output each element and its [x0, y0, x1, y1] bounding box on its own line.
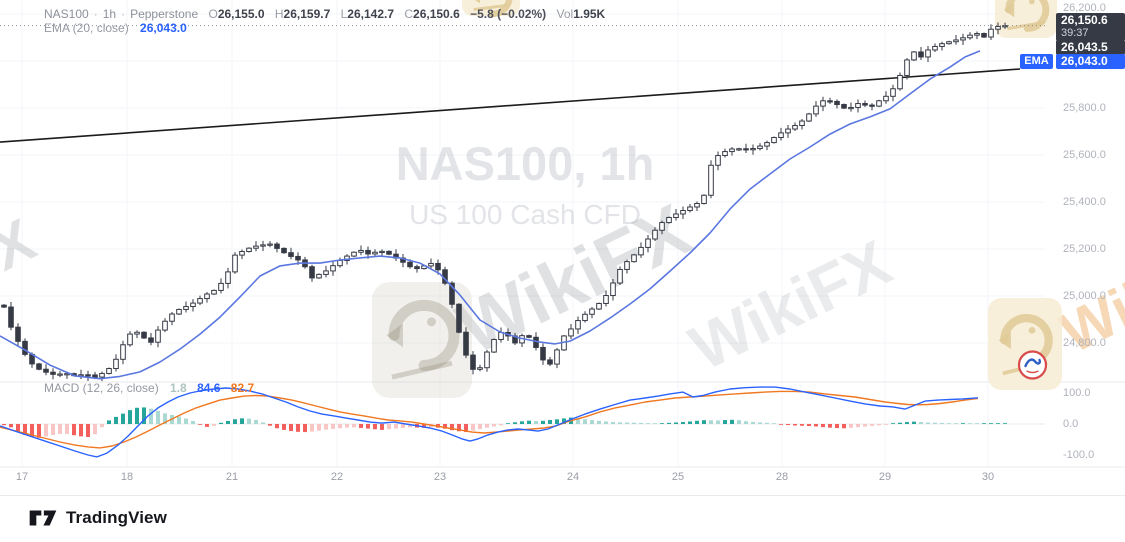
macd-signal-value: 82.7: [230, 381, 255, 395]
time-axis-label: 29: [878, 471, 892, 483]
price-axis-label: 25,000.0: [1063, 290, 1106, 302]
ema-price-badge: 26,043.0: [1056, 54, 1125, 69]
svg-text:NAS100, 1h: NAS100, 1h: [396, 137, 655, 190]
legend-separator: ·: [93, 7, 98, 21]
last-price-value: 26,150.6: [1061, 13, 1108, 27]
change-value: −5.8 (−0.02%): [470, 7, 547, 21]
time-axis-label: 21: [225, 471, 239, 483]
macd-legend-label: MACD (12, 26, close): [44, 381, 159, 395]
time-axis-label: 17: [15, 471, 29, 483]
tradingview-brand[interactable]: TradingView: [28, 507, 167, 529]
time-axis-label: 22: [330, 471, 344, 483]
legend-separator: ·: [121, 7, 126, 21]
price-axis-label: 24,800.0: [1063, 337, 1106, 349]
close-value: 26,150.6: [413, 7, 460, 21]
macd-axis-label: 100.0: [1063, 387, 1091, 399]
last-price-badge: 26,150.6 39:37: [1056, 13, 1125, 41]
ema-price-value: 26,043.0: [1061, 54, 1108, 68]
wikifx-text-left: WikiFX: [0, 206, 45, 354]
macd-signal-line: [0, 390, 979, 449]
wikifx-stamp-icon: [1017, 350, 1048, 380]
time-axis-label: 18: [120, 471, 134, 483]
wikifx-text-center-2: WikiFX: [679, 226, 902, 384]
macd-line: [0, 386, 979, 458]
time-axis-label: 24: [566, 471, 580, 483]
macd-axis-label: -100.0: [1063, 449, 1095, 461]
watermark-symbol: NAS100, 1h US 100 Cash CFD: [396, 137, 655, 230]
trendline-price-badge: 26,043.5: [1056, 40, 1125, 55]
bar-countdown: 39:37: [1061, 27, 1089, 39]
time-axis-label: 30: [981, 471, 995, 483]
symbol-name: NAS100: [44, 7, 89, 21]
volume-value: 1.95K: [573, 7, 606, 21]
price-axis-label: 25,800.0: [1063, 102, 1106, 114]
ema-line: [0, 50, 981, 380]
broker-name: Pepperstone: [130, 7, 199, 21]
price-axis-label: 25,400.0: [1063, 196, 1106, 208]
ema-legend-label: EMA (20, close): [44, 21, 129, 35]
time-axis-label: 28: [775, 471, 789, 483]
ema-badge-chip: EMA: [1020, 54, 1053, 69]
open-value: 26,155.0: [217, 7, 265, 21]
symbol-legend[interactable]: NAS100 · 1h · Pepperstone O26,155.0 H26,159.…: [44, 7, 605, 21]
trendline-price-value: 26,043.5: [1061, 40, 1108, 54]
brand-name: TradingView: [66, 508, 167, 527]
candles-series: [1, 22, 1008, 382]
grid: [0, 13, 1125, 468]
eagle-logo-center: [372, 282, 472, 398]
time-axis-label: 25: [671, 471, 685, 483]
low-value: 26,142.7: [347, 7, 395, 21]
ema-legend[interactable]: EMA (20, close) 26,043.0: [44, 21, 187, 35]
high-value: 26,159.7: [283, 7, 331, 21]
low-label: L: [340, 7, 348, 21]
macd-histogram-series: [2, 407, 1007, 438]
time-axis-label: 23: [433, 471, 447, 483]
price-axis-label: 26,200.0: [1063, 2, 1106, 14]
symbol-interval: 1h: [102, 7, 117, 21]
open-label: O: [208, 7, 218, 21]
price-axis-label: 25,200.0: [1063, 243, 1106, 255]
ema-legend-value: 26,043.0: [140, 21, 187, 35]
trendline: [0, 68, 1021, 143]
tradingview-logo-icon: [29, 510, 57, 526]
macd-legend[interactable]: MACD (12, 26, close) 1.8 84.6 82.7: [44, 381, 254, 395]
macd-axis-label: 0.0: [1063, 418, 1079, 430]
eagle-logo-top: [462, 0, 520, 18]
eagle-logo-top-right: [995, 0, 1057, 38]
macd-hist-value: 1.8: [170, 381, 187, 395]
high-label: H: [274, 7, 284, 21]
brand-bar: TradingView: [0, 495, 1125, 542]
close-label: C: [404, 7, 414, 21]
price-axis-label: 25,600.0: [1063, 149, 1106, 161]
volume-label: Vol: [556, 7, 574, 21]
macd-line-value: 84.6: [197, 381, 221, 395]
svg-text:US 100 Cash CFD: US 100 Cash CFD: [409, 199, 641, 230]
